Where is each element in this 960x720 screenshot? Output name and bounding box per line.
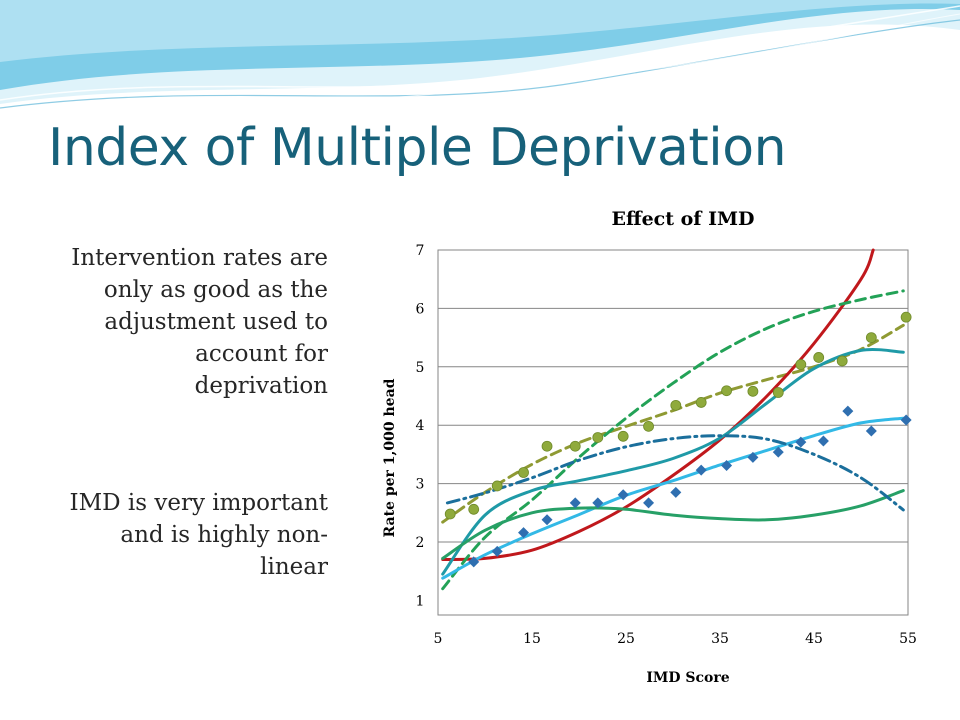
trend-curve-solid (441, 416, 905, 580)
diamond-point (817, 435, 829, 447)
banner-line-3 (299, 13, 960, 105)
data-points (444, 311, 912, 568)
diamond-point (518, 527, 530, 539)
circle-point (721, 385, 732, 397)
trend-curve-dashdot (445, 434, 905, 512)
diamond-point (695, 464, 707, 476)
diamond-point (670, 486, 682, 498)
diamond-point (468, 556, 480, 568)
y-tick-label: 4 (416, 418, 425, 434)
body-text-non-linear: IMD is very important and is highly non-… (69, 490, 328, 580)
diamond-point (842, 405, 854, 417)
y-tick-label: 5 (416, 360, 425, 376)
y-tick-label: 6 (416, 301, 425, 317)
diamond-point (643, 497, 655, 509)
diamond-point (900, 414, 912, 426)
x-axis-label: IMD Score (646, 670, 729, 686)
chart-title: Effect of IMD (612, 208, 755, 230)
trend-curve-solid (441, 248, 875, 561)
diamond-point (772, 446, 784, 458)
plot-area (437, 249, 909, 616)
slide-title: Index of Multiple Deprivation (48, 118, 787, 178)
x-tick-label: 25 (617, 631, 635, 647)
y-tick-labels: 1 2 3 4 5 6 7 (416, 243, 425, 609)
trend-curve-solid (441, 348, 905, 576)
circle-point (747, 385, 759, 397)
circle-point (444, 508, 456, 520)
diamond-point (592, 497, 604, 509)
diamond-point (491, 545, 503, 557)
diamond-point (795, 436, 807, 448)
x-tick-label: 5 (434, 631, 443, 647)
header-wave-banner (0, 0, 960, 109)
circle-point (643, 420, 654, 432)
circle-point (865, 332, 877, 344)
circle-point (813, 352, 825, 363)
diamond-point (865, 425, 877, 437)
diamond-point (569, 497, 581, 509)
circle-point (772, 387, 784, 398)
circle-point (836, 355, 848, 367)
circle-point (468, 503, 480, 515)
circle-point (670, 399, 682, 411)
trend-curve-solid (441, 489, 905, 560)
y-tick-label: 1 (416, 593, 425, 609)
diamond-point (617, 489, 629, 501)
circle-point (617, 430, 629, 442)
circle-point (569, 440, 581, 452)
circle-point (541, 440, 553, 452)
diamond-point (541, 514, 553, 526)
circle-point (695, 397, 707, 408)
circle-point (518, 467, 529, 478)
diamond-point (747, 451, 759, 463)
circle-point (795, 359, 807, 370)
body-text-adjustment: Intervention rates are only as good as t… (71, 245, 328, 399)
banner-line-2 (0, 19, 960, 109)
gridlines (438, 307, 908, 543)
x-tick-label: 45 (805, 631, 823, 647)
y-tick-label: 2 (416, 535, 425, 551)
imd-effect-chart: Effect of IMD Rate per 1,000 head IMD Sc… (382, 208, 917, 686)
banner-wave-top (0, 0, 960, 62)
trend-curves (441, 248, 905, 591)
y-axis-label: Rate per 1,000 head (382, 378, 398, 537)
x-tick-label: 35 (711, 631, 729, 647)
circle-point (900, 311, 912, 323)
diamond-point (721, 459, 733, 471)
circle-point (592, 432, 604, 443)
x-tick-label: 55 (899, 631, 917, 647)
y-tick-label: 7 (416, 243, 425, 259)
x-tick-label: 15 (523, 631, 541, 647)
banner-line-1 (0, 5, 960, 101)
x-tick-labels: 5 15 25 35 45 55 (434, 631, 917, 647)
circle-point (491, 480, 503, 492)
trend-curve-dashed (441, 289, 905, 591)
y-tick-label: 3 (416, 477, 425, 493)
